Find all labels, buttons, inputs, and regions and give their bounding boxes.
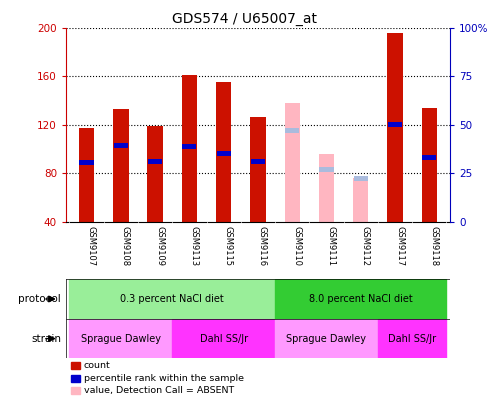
Text: percentile rank within the sample: percentile rank within the sample — [83, 374, 243, 383]
Text: Dahl SS/Jr: Dahl SS/Jr — [387, 333, 435, 344]
Text: Dahl SS/Jr: Dahl SS/Jr — [199, 333, 247, 344]
Text: Sprague Dawley: Sprague Dawley — [81, 333, 161, 344]
Bar — [421, 108, 436, 222]
Text: GDS574 / U65007_at: GDS574 / U65007_at — [172, 12, 316, 26]
Bar — [377, 319, 446, 358]
Text: GSM9112: GSM9112 — [360, 227, 369, 267]
Bar — [421, 155, 435, 160]
Text: GSM9116: GSM9116 — [258, 227, 266, 267]
Bar — [148, 159, 162, 164]
Text: protocol: protocol — [19, 294, 61, 304]
Text: count: count — [83, 362, 110, 370]
Bar — [79, 128, 94, 222]
Bar — [275, 319, 377, 358]
Text: GSM9109: GSM9109 — [155, 227, 164, 267]
Text: strain: strain — [31, 333, 61, 344]
Bar — [80, 160, 94, 165]
Bar — [182, 144, 196, 149]
Bar — [250, 118, 265, 222]
Bar — [352, 178, 368, 222]
Bar — [182, 75, 197, 222]
Bar — [285, 128, 299, 133]
Bar — [387, 122, 401, 127]
Text: GSM9118: GSM9118 — [428, 227, 437, 267]
Text: 8.0 percent NaCl diet: 8.0 percent NaCl diet — [308, 294, 412, 304]
Bar — [319, 167, 333, 172]
Text: Sprague Dawley: Sprague Dawley — [286, 333, 366, 344]
Bar — [114, 143, 128, 148]
Bar — [216, 151, 230, 156]
Bar — [275, 279, 446, 319]
Text: 0.3 percent NaCl diet: 0.3 percent NaCl diet — [120, 294, 224, 304]
Bar — [69, 319, 172, 358]
Text: GSM9107: GSM9107 — [86, 227, 95, 267]
Text: GSM9110: GSM9110 — [292, 227, 301, 267]
Bar — [250, 159, 264, 164]
Text: GSM9111: GSM9111 — [326, 227, 335, 267]
Text: GSM9108: GSM9108 — [121, 227, 130, 267]
Bar — [69, 279, 275, 319]
Text: GSM9117: GSM9117 — [394, 227, 403, 267]
Text: GSM9113: GSM9113 — [189, 227, 198, 267]
Bar — [147, 126, 163, 222]
Bar — [318, 154, 333, 222]
Bar — [113, 109, 128, 222]
Bar — [172, 319, 275, 358]
Bar — [216, 82, 231, 222]
Bar — [353, 176, 367, 181]
Text: GSM9115: GSM9115 — [223, 227, 232, 267]
Text: value, Detection Call = ABSENT: value, Detection Call = ABSENT — [83, 386, 233, 395]
Bar — [284, 103, 299, 222]
Bar — [386, 32, 402, 222]
